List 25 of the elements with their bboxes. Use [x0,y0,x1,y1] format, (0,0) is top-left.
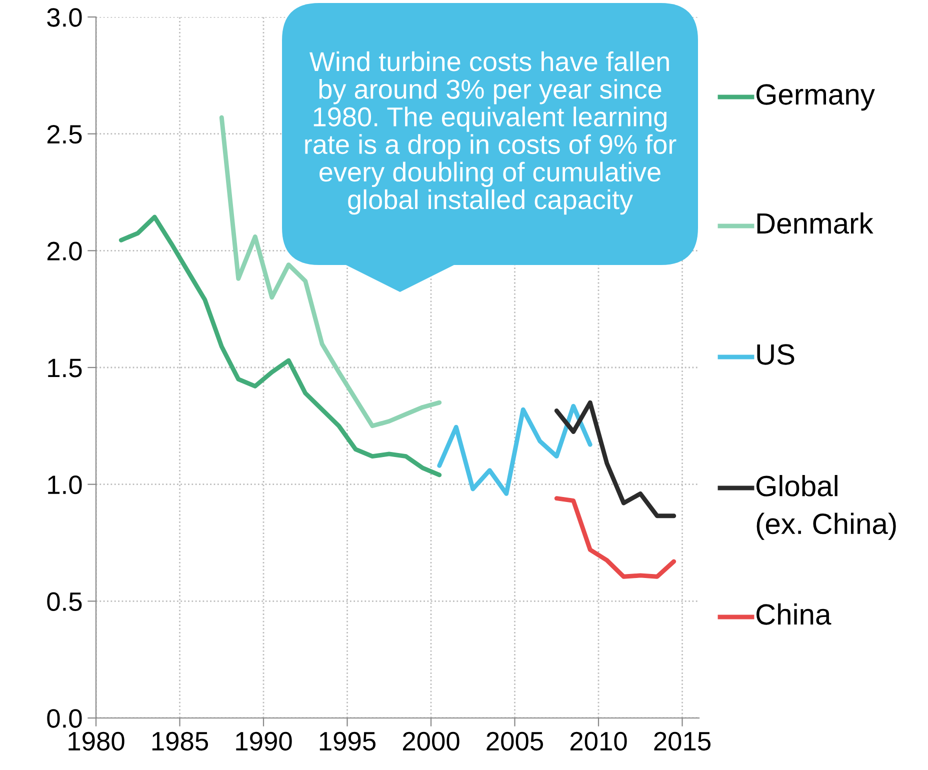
legend-label: US [757,344,794,365]
x-tick-label: 2015 [654,732,710,751]
line-series [554,400,676,518]
y-tick-label: 1.0 [48,475,82,494]
x-tick-label: 1995 [320,732,376,751]
annotation: Wind turbine costs have fallen by around 3% per year since 1980. The equivalent learning rate is a drop in costs of 9% for every doubling of cumulative global installed capacity [305,51,676,215]
line-series [118,214,442,478]
y-tick-label: 2.5 [47,124,82,144]
y-tick-label: 2.0 [47,242,82,260]
line-series [554,496,676,579]
x-tick-label: 1990 [236,732,292,751]
x-tick-label: 1980 [68,732,124,751]
y-tick-label: 1.5 [48,358,82,378]
x-tick-label: 1985 [152,732,208,751]
y-tick-label: 3.0 [47,8,82,27]
y-tick-label: 0.0 [47,709,82,728]
legend-label: Global (ex. China) [756,475,896,540]
legend-label: Denmark [757,212,874,234]
x-tick-label: 2000 [402,732,460,751]
x-tick-label: 2005 [486,732,543,751]
legend-label: China [756,603,832,625]
legend-label: Germany [756,84,875,111]
line-series [437,404,592,496]
x-tick-label: 2010 [570,732,627,751]
y-tick-label: 0.5 [47,592,82,611]
